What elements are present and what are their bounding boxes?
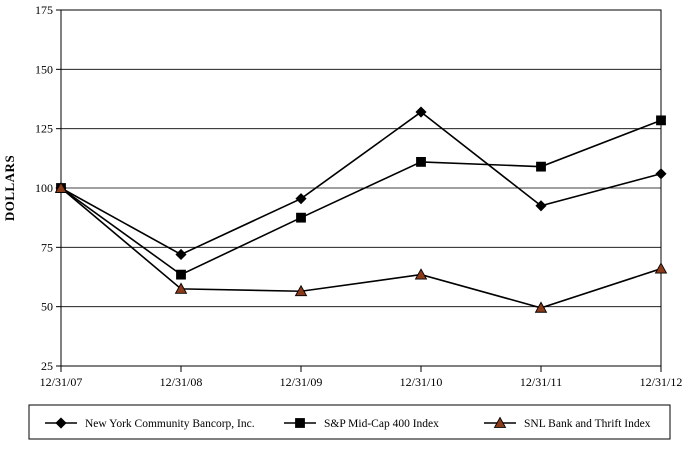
y-tick-label: 100 xyxy=(35,181,53,195)
legend-box xyxy=(28,404,671,440)
legend-label: SNL Bank and Thrift Index xyxy=(524,418,651,430)
series-group xyxy=(54,106,668,313)
legend-marker xyxy=(493,416,507,428)
x-tick-label: 12/31/09 xyxy=(280,375,323,389)
x-tick-label: 12/31/11 xyxy=(520,375,562,389)
data-point xyxy=(176,269,186,280)
legend-label: S&P Mid-Cap 400 Index xyxy=(324,418,439,430)
x-axis-ticks: 12/31/07 12/31/08 12/31/09 12/31/10 12/31/11… xyxy=(40,366,683,389)
data-point xyxy=(535,200,547,212)
legend-marker xyxy=(295,418,305,428)
data-point xyxy=(656,115,666,126)
legend-marker xyxy=(55,417,67,429)
y-tick-label: 150 xyxy=(35,62,53,76)
legend-item: S&P Mid-Cap 400 Index xyxy=(284,418,439,430)
series-0 xyxy=(55,106,667,261)
series-line xyxy=(60,187,662,309)
x-tick-label: 12/31/08 xyxy=(160,375,203,389)
grid-lines xyxy=(61,9,661,367)
y-tick-label: 175 xyxy=(35,3,53,17)
data-point xyxy=(175,248,187,261)
y-tick-label: 125 xyxy=(35,122,53,136)
y-tick-label: 75 xyxy=(41,240,53,254)
series-2 xyxy=(54,181,668,313)
legend-item: SNL Bank and Thrift Index xyxy=(484,416,651,430)
data-point xyxy=(296,212,306,223)
y-tick-label: 50 xyxy=(41,300,53,314)
legend: New York Community Bancorp, Inc. S&P Mid-… xyxy=(28,404,671,440)
data-point xyxy=(654,262,668,274)
legend-label: New York Community Bancorp, Inc. xyxy=(85,418,255,430)
x-tick-label: 12/31/12 xyxy=(640,375,683,389)
x-tick-label: 12/31/10 xyxy=(400,375,443,389)
data-point xyxy=(416,156,426,167)
series-line xyxy=(60,119,662,276)
x-tick-label: 12/31/07 xyxy=(40,375,83,389)
data-point xyxy=(414,268,428,280)
data-point xyxy=(295,193,307,205)
data-point xyxy=(534,301,548,313)
series-line xyxy=(60,111,662,256)
y-axis-ticks: 25 50 75 100 125 150 175 xyxy=(35,3,61,373)
y-tick-label: 25 xyxy=(41,359,53,373)
legend-item: New York Community Bancorp, Inc. xyxy=(45,417,255,430)
data-point xyxy=(536,161,546,172)
data-point xyxy=(415,106,427,118)
data-point xyxy=(655,168,667,180)
data-point xyxy=(294,284,308,297)
data-point xyxy=(174,282,188,294)
y-axis-label: DOLLARS xyxy=(2,155,17,221)
data-point xyxy=(54,181,68,193)
